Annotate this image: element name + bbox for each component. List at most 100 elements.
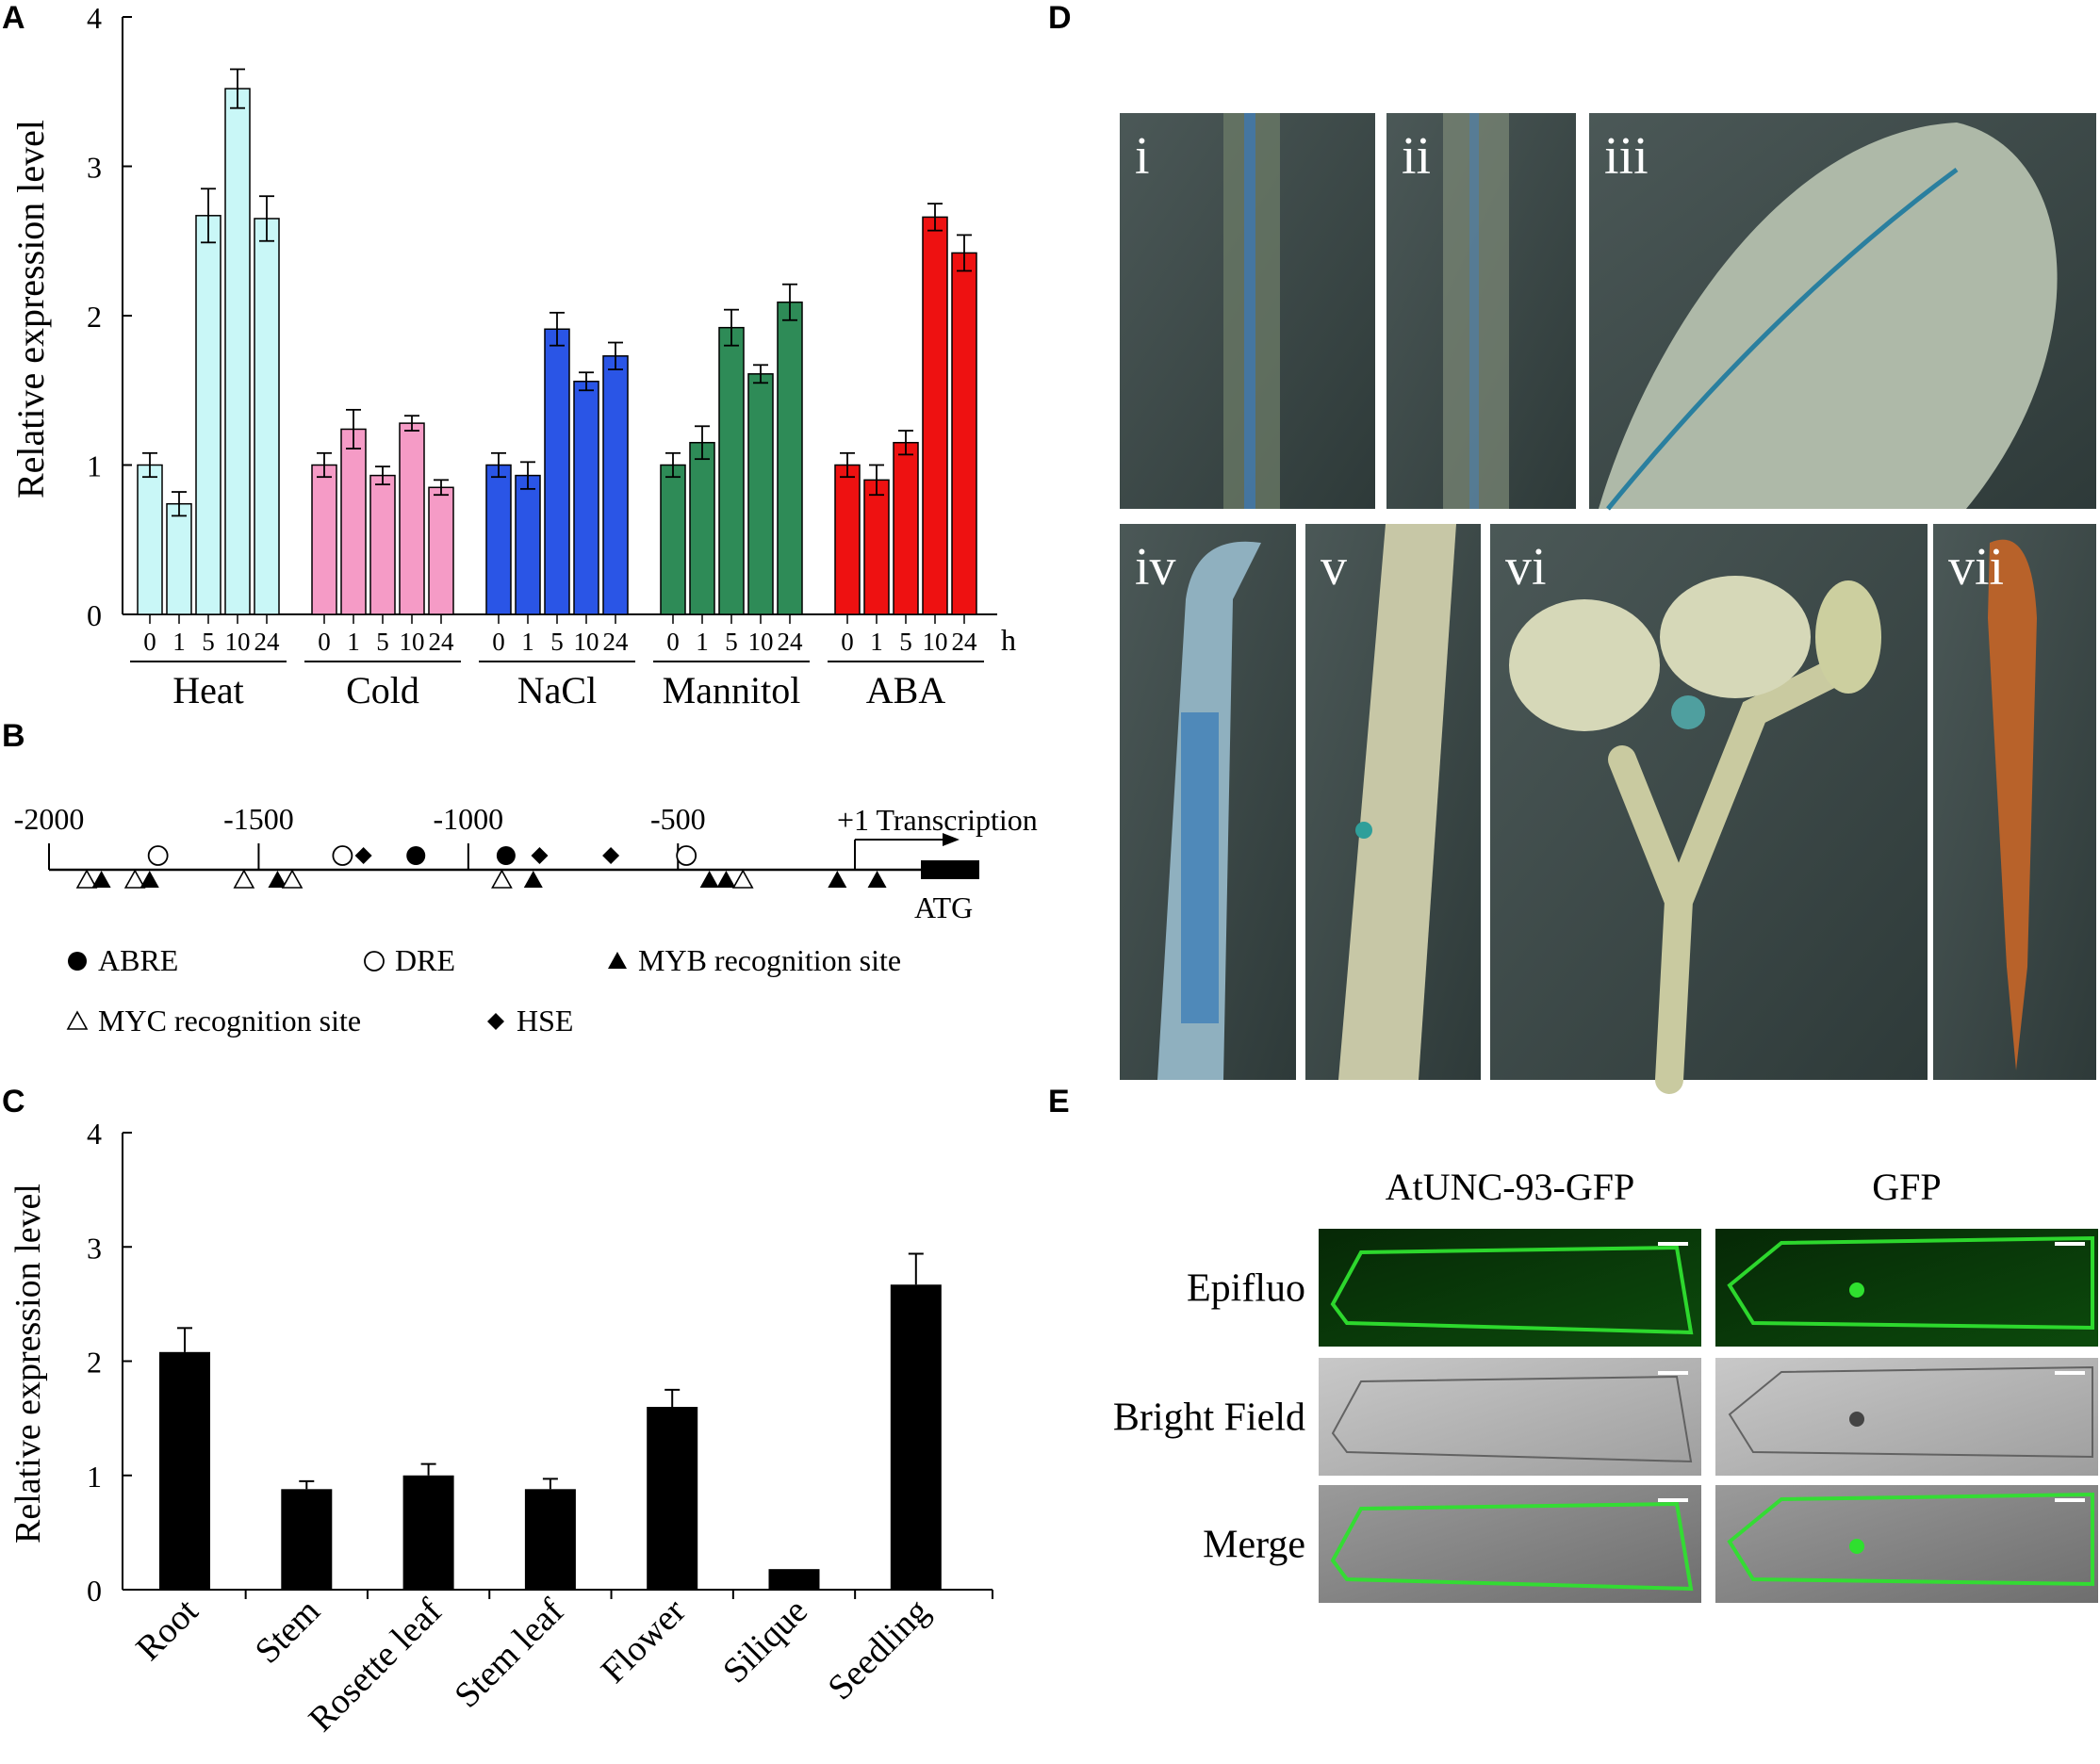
chart-a-bar bbox=[399, 422, 425, 615]
myb-symbol bbox=[828, 871, 847, 888]
dre-symbol bbox=[147, 845, 169, 866]
gus-photo-label: v bbox=[1321, 538, 1347, 596]
root-stele-blue bbox=[1244, 113, 1255, 509]
flower-blue-spot bbox=[1671, 695, 1705, 729]
chart-a-time-label: 5 bbox=[725, 628, 738, 656]
gfp-localization-panel: AtUNC-93-GFP GFP Epifluo Bright Field Merge bbox=[1113, 1166, 2098, 1603]
promoter-tick-label: -500 bbox=[650, 802, 706, 836]
chart-a-group-label: Mannitol bbox=[663, 669, 801, 711]
microscopy-column-label: AtUNC-93-GFP bbox=[1386, 1166, 1634, 1208]
leaf-midrib-blue bbox=[1606, 167, 1959, 511]
gus-photo-iii: iii bbox=[1589, 113, 2096, 511]
promoter-tick-label: -1500 bbox=[223, 802, 294, 836]
stem-node-blue bbox=[1355, 822, 1372, 839]
chart-a-time-label: 10 bbox=[225, 628, 251, 656]
promoter-legend-label: ABRE bbox=[98, 943, 178, 977]
myb-symbol bbox=[699, 871, 719, 888]
chart-a-bar bbox=[747, 373, 774, 615]
chart-a-time-label: 0 bbox=[666, 628, 680, 656]
microscopy-column-label: GFP bbox=[1872, 1166, 1941, 1208]
chart-a-time-label: 5 bbox=[202, 628, 215, 656]
gus-photo-i: i bbox=[1120, 113, 1375, 509]
abre-symbol bbox=[406, 846, 426, 865]
gus-photo-label: ii bbox=[1402, 127, 1431, 186]
hse-symbol bbox=[531, 847, 549, 864]
gus-photo-iv: iv bbox=[1120, 524, 1296, 1080]
chart-a-bar bbox=[863, 479, 890, 615]
chart-a-group-label: Cold bbox=[346, 669, 419, 711]
gus-photo-vii: vii bbox=[1933, 524, 2096, 1080]
chart-a-bar bbox=[311, 464, 337, 615]
hypocotyl-blue bbox=[1181, 712, 1219, 1023]
chart-c-bar bbox=[159, 1351, 210, 1590]
chart-c-category-label: Silique bbox=[715, 1592, 815, 1691]
chart-a-bar bbox=[951, 252, 977, 615]
gus-photo-label: iv bbox=[1135, 538, 1176, 596]
chart-a-bar bbox=[195, 215, 221, 615]
chart-c-bar bbox=[890, 1284, 942, 1590]
myc-symbol bbox=[731, 869, 754, 889]
promoter-tick-label: -2000 bbox=[14, 802, 85, 836]
chart-a-bar bbox=[369, 474, 396, 615]
microscopy-row-label: Epifluo bbox=[1187, 1267, 1305, 1311]
chart-a-time-label: 24 bbox=[429, 628, 455, 656]
chart-a-bar bbox=[340, 428, 367, 615]
chart-c-category-label: Root bbox=[128, 1591, 205, 1668]
chart-a-bar bbox=[689, 441, 715, 615]
cell-outline bbox=[1330, 1245, 1694, 1335]
stem-shape bbox=[1338, 524, 1456, 1080]
chart-c-ytick-label: 1 bbox=[87, 1460, 102, 1494]
cell-outline bbox=[1728, 1365, 2093, 1459]
chart-c-bar bbox=[281, 1489, 333, 1590]
promoter-legend-label: MYC recognition site bbox=[98, 1004, 361, 1037]
gus-photo-label: i bbox=[1135, 127, 1150, 186]
chart-a-bar bbox=[485, 464, 512, 615]
chart-a-bar bbox=[515, 474, 541, 615]
microscopy-image-background bbox=[1715, 1358, 2098, 1476]
silique-shape bbox=[1988, 539, 2037, 1070]
gus-photo-v: v bbox=[1305, 524, 1481, 1080]
microscopy-row-label: Bright Field bbox=[1113, 1396, 1305, 1440]
transcription-arrow-head bbox=[943, 833, 960, 846]
chart-a-group-label: NaCl bbox=[517, 669, 597, 711]
microscopy-image-background bbox=[1715, 1485, 2098, 1603]
nucleus-spot bbox=[1849, 1412, 1864, 1427]
chart-a-time-label: 0 bbox=[492, 628, 505, 656]
chart-a-time-label: 24 bbox=[778, 628, 804, 656]
chart-c-ylabel: Relative expression level bbox=[8, 1184, 48, 1544]
chart-a-time-label: 1 bbox=[870, 628, 883, 656]
myc-symbol bbox=[123, 869, 146, 889]
chart-a-time-label: 10 bbox=[748, 628, 774, 656]
myb-symbol bbox=[867, 871, 887, 888]
promoter-legend-label: MYB recognition site bbox=[638, 943, 901, 977]
chart-a-time-label: 1 bbox=[347, 628, 360, 656]
myc-symbol bbox=[233, 869, 255, 889]
chart-a-time-label: 1 bbox=[521, 628, 534, 656]
myc-symbol bbox=[491, 869, 513, 889]
flower-2 bbox=[1660, 576, 1811, 698]
chart-c-bar bbox=[402, 1475, 454, 1590]
chart-a-bar bbox=[777, 301, 803, 615]
chart-a-bar bbox=[893, 441, 919, 615]
chart-c: Relative expression level 0 1 2 3 4 Root StemR… bbox=[8, 1117, 993, 1740]
chart-a-bar bbox=[834, 464, 861, 615]
chart-a-time-unit: h bbox=[1001, 623, 1016, 657]
myb-symbol bbox=[716, 871, 736, 888]
gus-photo-label: vi bbox=[1505, 538, 1547, 596]
abre-symbol bbox=[68, 952, 87, 971]
myc-symbol bbox=[281, 869, 304, 889]
chart-a-time-label: 0 bbox=[841, 628, 854, 656]
myb-symbol bbox=[523, 871, 543, 888]
chart-c-ytick-label: 2 bbox=[87, 1346, 102, 1380]
promoter-legend-label: HSE bbox=[517, 1004, 573, 1037]
chart-a-time-label: 5 bbox=[899, 628, 912, 656]
chart-a-bar bbox=[573, 380, 599, 615]
leaf-shape bbox=[1599, 122, 2058, 509]
chart-a-time-label: 24 bbox=[603, 628, 630, 656]
chart-a-time-label: 10 bbox=[923, 628, 948, 656]
myc-symbol bbox=[66, 1010, 89, 1030]
chart-c-ytick-label: 4 bbox=[87, 1117, 102, 1151]
dre-symbol bbox=[364, 951, 385, 972]
chart-a-time-label: 24 bbox=[952, 628, 978, 656]
chart-a-time-label: 0 bbox=[143, 628, 156, 656]
